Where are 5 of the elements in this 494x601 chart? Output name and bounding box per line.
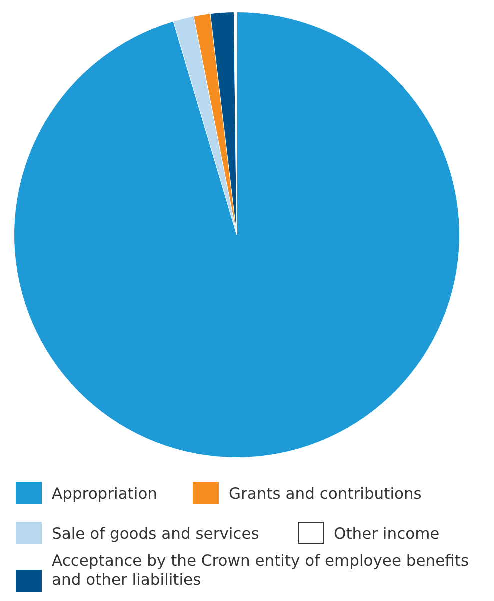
legend-label: Grants and contributions — [229, 485, 422, 504]
legend-label: Sale of goods and services — [52, 525, 260, 544]
legend-label: Other income — [334, 525, 440, 544]
slice-label: Appropriation — [52, 485, 158, 504]
legend-label: Acceptance by the Crown entity of employee benefits and other liabilities — [52, 552, 470, 590]
